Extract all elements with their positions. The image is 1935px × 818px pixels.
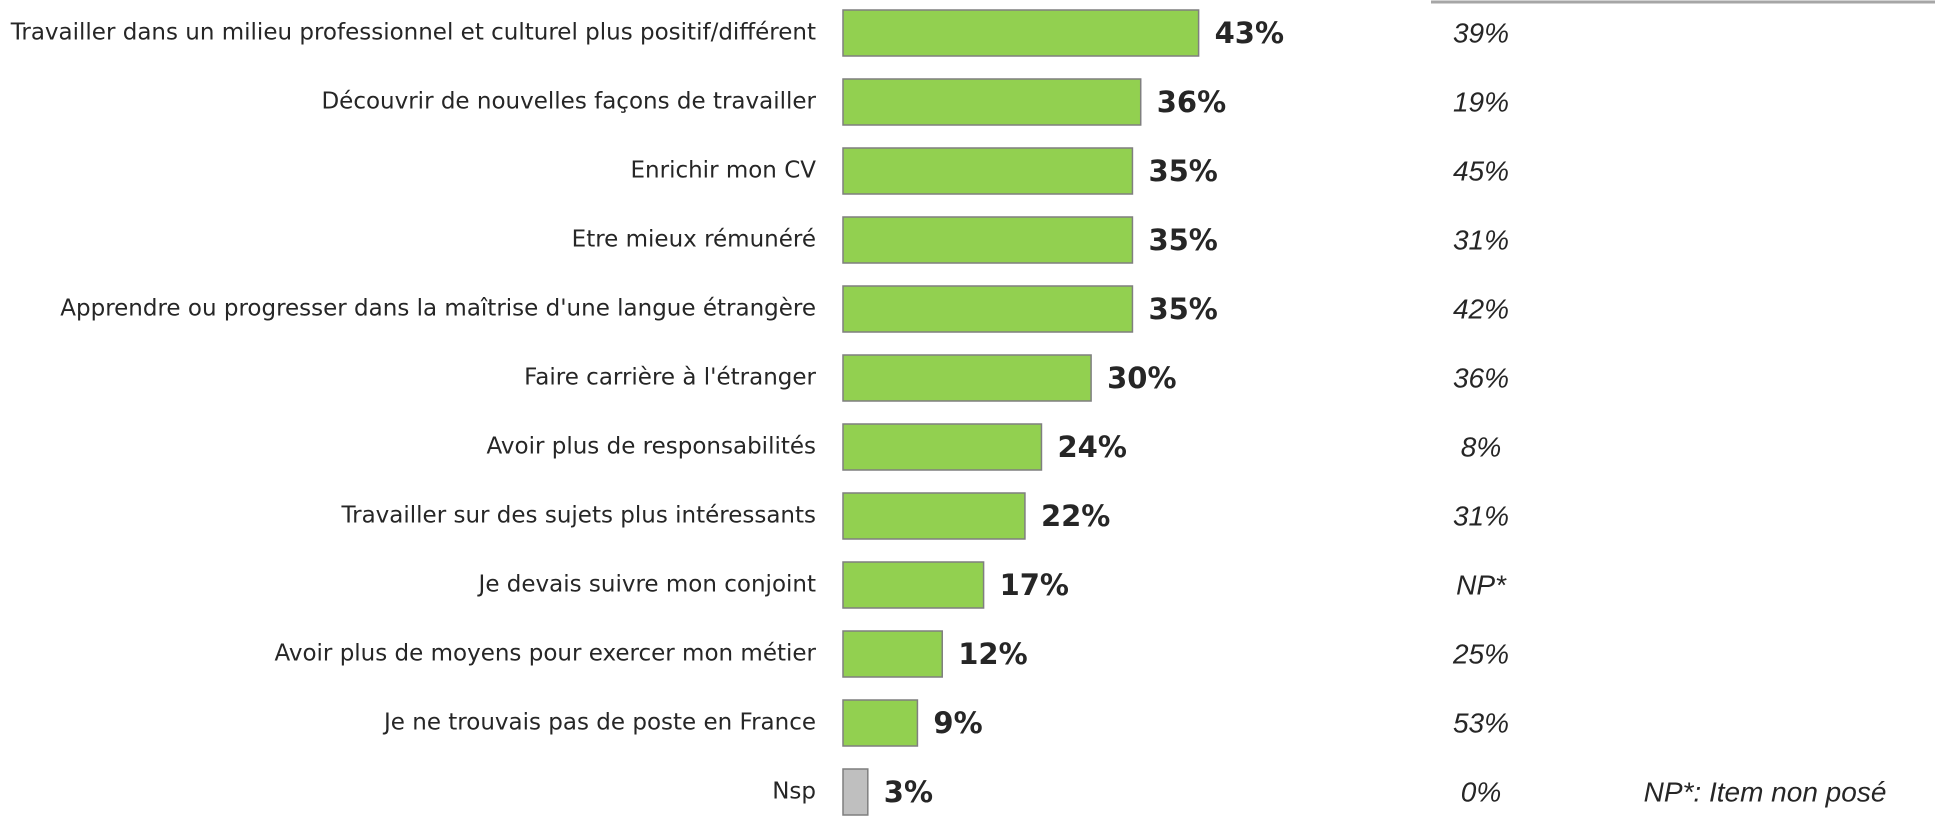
category-label: Avoir plus de responsabilités	[487, 434, 816, 460]
category-label: Etre mieux rémunéré	[572, 227, 816, 253]
category-label: Découvrir de nouvelles façons de travail…	[321, 89, 816, 115]
value-label: 17%	[1000, 568, 1069, 602]
value-label: 43%	[1215, 16, 1284, 50]
value-label: 3%	[884, 775, 933, 809]
comparison-label: 25%	[1452, 638, 1509, 669]
category-label: Je ne trouvais pas de poste en France	[382, 710, 816, 736]
comparison-label: NP*	[1456, 569, 1507, 600]
bar	[842, 147, 1134, 195]
comparison-label: 0%	[1461, 776, 1501, 807]
comparison-label: 31%	[1453, 224, 1509, 255]
value-label: 35%	[1148, 223, 1217, 257]
category-label: Avoir plus de moyens pour exercer mon mé…	[274, 641, 816, 667]
category-label: Travailler sur des sujets plus intéressa…	[340, 503, 816, 529]
category-label: Enrichir mon CV	[631, 158, 817, 184]
comparison-label: 42%	[1453, 293, 1509, 324]
category-label: Nsp	[772, 779, 816, 805]
category-label: Je devais suivre mon conjoint	[477, 572, 816, 598]
bar	[842, 561, 985, 609]
category-label: Travailler dans un milieu professionnel …	[10, 20, 816, 46]
bar	[842, 768, 869, 816]
comparison-label: 36%	[1453, 362, 1509, 393]
comparison-label: 39%	[1453, 17, 1509, 48]
value-label: 9%	[933, 706, 982, 740]
comparison-label: 53%	[1453, 707, 1509, 738]
bar	[842, 216, 1134, 264]
bar	[842, 699, 919, 747]
value-label: 12%	[958, 637, 1027, 671]
bar	[842, 9, 1200, 57]
category-label: Apprendre ou progresser dans la maîtrise…	[60, 296, 816, 322]
bar	[842, 423, 1043, 471]
comparison-label: 19%	[1453, 86, 1509, 117]
bar	[842, 285, 1134, 333]
value-label: 22%	[1041, 499, 1110, 533]
value-label: 36%	[1157, 85, 1226, 119]
comparison-label: 31%	[1453, 500, 1509, 531]
value-label: 35%	[1148, 292, 1217, 326]
bar	[842, 492, 1026, 540]
value-label: 30%	[1107, 361, 1176, 395]
comparison-label: 45%	[1453, 155, 1509, 186]
bar	[842, 630, 943, 678]
bar	[842, 78, 1142, 126]
annotation: NP*: Item non posé	[1644, 776, 1887, 807]
bar	[842, 354, 1092, 402]
category-label: Faire carrière à l'étranger	[524, 365, 816, 391]
value-label: 35%	[1148, 154, 1217, 188]
comparison-label: 8%	[1461, 431, 1501, 462]
value-label: 24%	[1057, 430, 1126, 464]
